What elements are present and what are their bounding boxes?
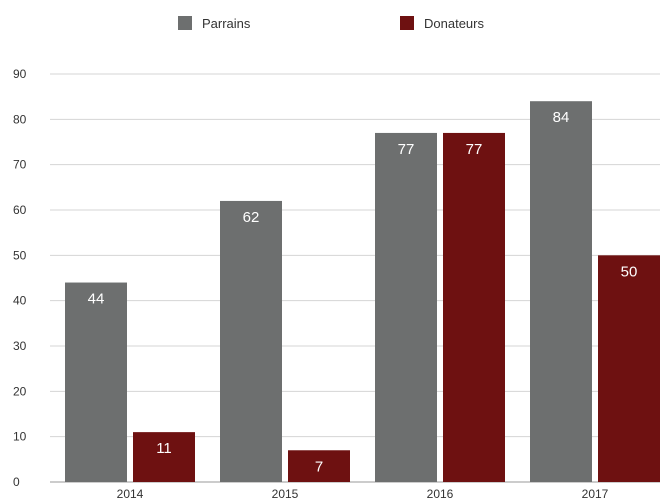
bar-donateurs-2014: [133, 432, 195, 482]
y-tick-label: 20: [13, 384, 27, 398]
x-axis-category-labels: 2014 2015 2016 2017: [117, 487, 609, 501]
data-label-donateurs-2014: 11: [156, 440, 172, 457]
bar-donateurs-2016: [443, 132, 505, 482]
legend-label-donateurs: Donateurs: [424, 16, 484, 31]
bar-parrains-2015: [220, 200, 282, 482]
y-tick-label: 0: [13, 475, 20, 489]
y-axis-tick-labels: 0 10 20 30 40 50 60 70 80 90: [13, 67, 27, 489]
bar-donateurs-2017: [598, 255, 660, 482]
y-tick-label: 90: [13, 67, 27, 81]
data-label-donateurs-2016: 77: [466, 141, 483, 158]
legend-swatch-parrains: [178, 16, 192, 30]
y-tick-label: 80: [13, 112, 27, 126]
data-label-donateurs-2015: 7: [315, 458, 323, 475]
x-category-label: 2015: [272, 487, 299, 501]
data-label-parrains-2017: 84: [553, 109, 570, 126]
y-tick-label: 50: [13, 248, 27, 262]
legend: Parrains Donateurs: [178, 16, 484, 31]
y-tick-label: 60: [13, 203, 27, 217]
data-label-parrains-2015: 62: [243, 209, 260, 226]
bars: [65, 101, 660, 482]
legend-swatch-donateurs: [400, 16, 414, 30]
legend-label-parrains: Parrains: [202, 16, 251, 31]
x-category-label: 2016: [427, 487, 454, 501]
bar-parrains-2014: [65, 282, 127, 482]
bar-parrains-2017: [530, 101, 592, 482]
y-tick-label: 30: [13, 339, 27, 353]
x-category-label: 2017: [582, 487, 609, 501]
x-category-label: 2014: [117, 487, 144, 501]
y-tick-label: 70: [13, 158, 27, 172]
data-label-parrains-2014: 44: [88, 291, 105, 308]
y-tick-label: 40: [13, 294, 27, 308]
data-label-donateurs-2017: 50: [621, 263, 638, 280]
data-label-parrains-2016: 77: [398, 141, 415, 158]
bar-parrains-2016: [375, 132, 437, 482]
bar-donateurs-2015: [288, 450, 350, 482]
y-tick-label: 10: [13, 430, 27, 444]
